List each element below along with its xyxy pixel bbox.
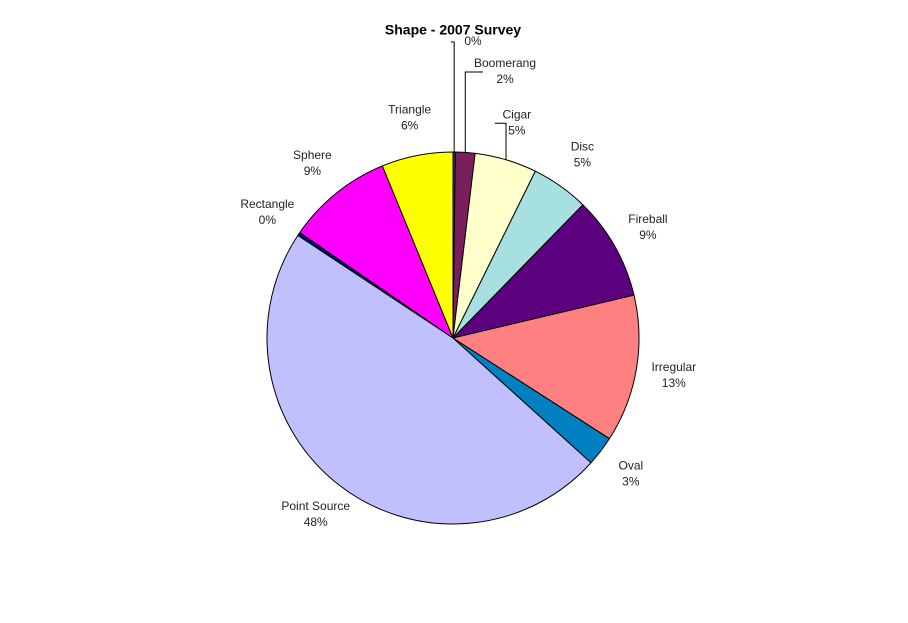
chart-title: Shape - 2007 Survey: [385, 22, 521, 38]
slice-value-label: 5%: [574, 155, 592, 169]
slice-value-label: 13%: [662, 376, 686, 390]
slice-label: Sphere: [293, 148, 332, 162]
pie-slice: [451, 204, 635, 339]
slice-label: Boomerang: [474, 56, 536, 70]
slice-value-label: 3%: [622, 474, 640, 488]
leader-line: [451, 41, 455, 153]
slice-label: Fireball: [628, 212, 667, 226]
slice-value-label: 9%: [639, 228, 657, 242]
slice-value-label: 9%: [304, 164, 322, 178]
pie-slice: [266, 234, 592, 525]
slice-label: Rectangle: [240, 197, 294, 211]
leader-line: [494, 122, 507, 160]
slice-label: Irregular: [651, 360, 696, 374]
pie-slice: [451, 294, 640, 440]
pie-slice: [299, 165, 455, 340]
slice-value-label: 5%: [508, 123, 526, 137]
leader-line: [464, 71, 483, 153]
slice-value-label: 0%: [464, 34, 482, 48]
slice-label: Point Source: [281, 499, 350, 513]
slice-label: Disc: [571, 139, 594, 153]
pie-slice: [381, 151, 454, 339]
slice-label: Cigar: [503, 107, 532, 121]
slice-label: Oval: [619, 458, 644, 472]
slice-value-label: 6%: [401, 118, 419, 132]
slice-value-label: 2%: [496, 72, 514, 86]
slice-value-label: 48%: [304, 515, 328, 529]
slice-label: Triangle: [388, 102, 431, 116]
slice-value-label: 0%: [259, 213, 277, 227]
